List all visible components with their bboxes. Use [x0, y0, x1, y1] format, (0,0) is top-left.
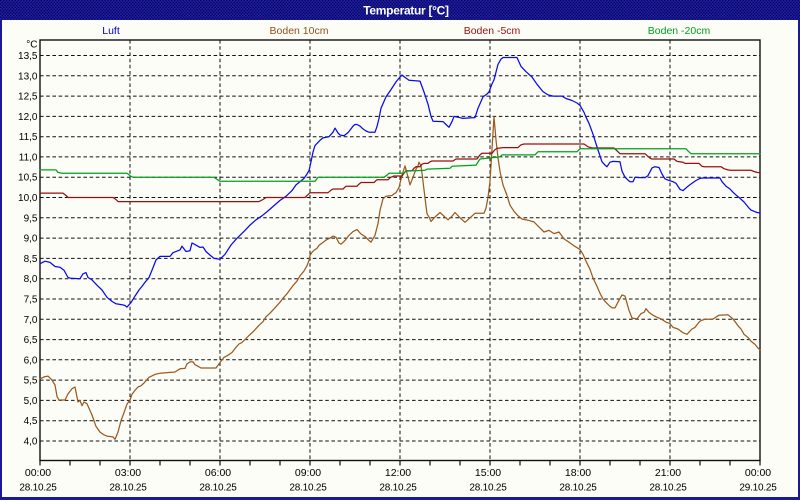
svg-text:03:00: 03:00 — [115, 467, 141, 479]
svg-text:9,5: 9,5 — [24, 213, 38, 224]
svg-text:Boden -20cm: Boden -20cm — [648, 25, 711, 37]
svg-text:7,5: 7,5 — [24, 295, 38, 306]
svg-text:12:00: 12:00 — [385, 467, 411, 479]
svg-text:28.10.25: 28.10.25 — [469, 483, 507, 494]
svg-text:Luft: Luft — [102, 25, 120, 37]
svg-text:21:00: 21:00 — [655, 467, 681, 479]
svg-text:Temperatur [°C]: Temperatur [°C] — [363, 4, 449, 18]
svg-text:5,0: 5,0 — [24, 396, 38, 407]
svg-text:28.10.25: 28.10.25 — [379, 483, 417, 494]
svg-text:28.10.25: 28.10.25 — [289, 483, 327, 494]
svg-text:18:00: 18:00 — [565, 467, 591, 479]
svg-text:9,0: 9,0 — [24, 234, 38, 245]
svg-text:28.10.25: 28.10.25 — [19, 483, 57, 494]
svg-text:11,0: 11,0 — [19, 152, 38, 163]
svg-text:12,5: 12,5 — [18, 92, 38, 103]
svg-text:6,5: 6,5 — [24, 335, 38, 346]
svg-text:00:00: 00:00 — [745, 467, 771, 479]
svg-text:8,5: 8,5 — [24, 254, 38, 265]
svg-text:29.10.25: 29.10.25 — [739, 483, 777, 494]
svg-text:15:00: 15:00 — [475, 467, 501, 479]
svg-text:8,0: 8,0 — [24, 274, 38, 285]
svg-text:Boden 10cm: Boden 10cm — [270, 25, 329, 37]
svg-text:28.10.25: 28.10.25 — [559, 483, 597, 494]
svg-text:28.10.25: 28.10.25 — [649, 483, 687, 494]
svg-text:6,0: 6,0 — [24, 355, 38, 366]
svg-text:28.10.25: 28.10.25 — [199, 483, 237, 494]
svg-text:09:00: 09:00 — [295, 467, 321, 479]
svg-text:4,0: 4,0 — [24, 437, 38, 448]
svg-text:28.10.25: 28.10.25 — [109, 483, 147, 494]
svg-text:10,0: 10,0 — [18, 193, 38, 204]
svg-text:13,0: 13,0 — [18, 71, 38, 82]
svg-text:Boden -5cm: Boden -5cm — [464, 25, 521, 37]
svg-text:7,0: 7,0 — [24, 315, 38, 326]
svg-text:10,5: 10,5 — [18, 173, 38, 184]
svg-text:13,5: 13,5 — [18, 51, 38, 62]
svg-text:00:00: 00:00 — [25, 467, 51, 479]
svg-text:06:00: 06:00 — [205, 467, 231, 479]
svg-text:°C: °C — [26, 40, 37, 51]
svg-text:12,0: 12,0 — [18, 112, 38, 123]
svg-text:11,5: 11,5 — [19, 132, 38, 143]
svg-text:5,5: 5,5 — [24, 376, 38, 387]
svg-text:4,5: 4,5 — [24, 416, 38, 427]
